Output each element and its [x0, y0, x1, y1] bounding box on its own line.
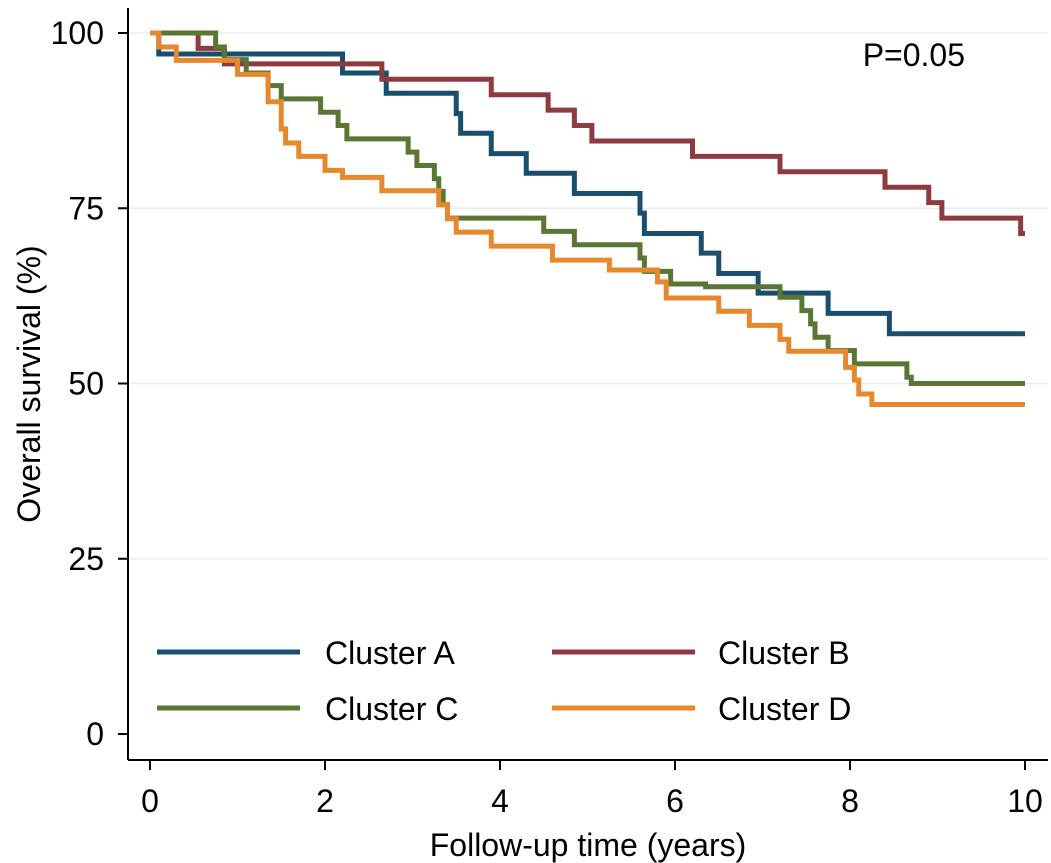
x-tick-label: 8: [841, 783, 859, 819]
series-layer: [150, 30, 1025, 408]
y-tick-label: 100: [51, 15, 104, 51]
x-tick-label: 2: [316, 783, 334, 819]
series-line-cluster-d: [150, 30, 1025, 408]
series-line-cluster-a: [150, 30, 1025, 337]
y-tick-label: 75: [68, 190, 104, 226]
legend: Cluster A Cluster B Cluster C Cluster D: [157, 635, 851, 727]
x-ticks: 0 2 4 6 8 10: [141, 760, 1043, 819]
legend-label-cluster-a: Cluster A: [325, 635, 455, 671]
y-tick-label: 25: [68, 541, 104, 577]
legend-label-cluster-d: Cluster D: [718, 691, 851, 727]
x-tick-label: 6: [666, 783, 684, 819]
x-axis-title: Follow-up time (years): [430, 827, 747, 863]
gridlines: [130, 32, 1048, 560]
y-tick-label: 50: [68, 366, 104, 402]
legend-label-cluster-b: Cluster B: [718, 635, 850, 671]
series-line-cluster-b: [150, 30, 1025, 236]
legend-label-cluster-c: Cluster C: [325, 691, 458, 727]
x-tick-label: 0: [141, 783, 159, 819]
x-tick-label: 4: [491, 783, 509, 819]
p-value-annotation: P=0.05: [863, 37, 965, 73]
x-tick-label: 10: [1007, 783, 1043, 819]
y-axis-title: Overall survival (%): [11, 245, 47, 522]
series-line-cluster-c: [150, 30, 1025, 386]
y-tick-label: 0: [86, 716, 104, 752]
y-ticks: 0 25 50 75 100: [51, 15, 128, 752]
